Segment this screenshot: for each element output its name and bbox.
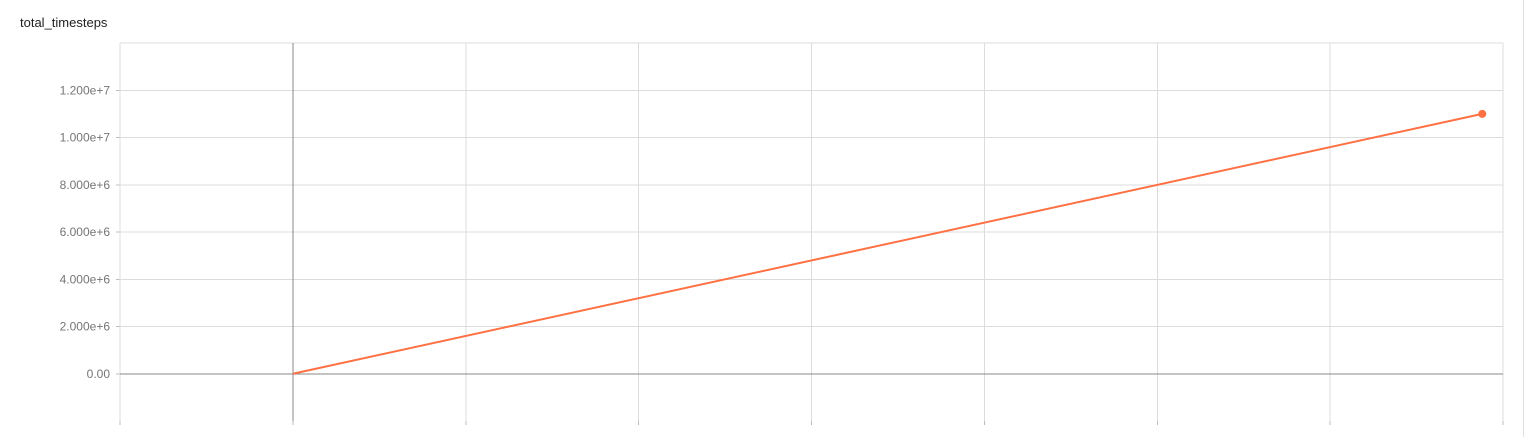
grid <box>116 42 1504 425</box>
y-tick-label: 2.000e+6 <box>60 320 111 334</box>
y-tick-label: 0.00 <box>87 367 111 381</box>
y-tick-label: 8.000e+6 <box>60 178 111 192</box>
series-group <box>292 109 1487 375</box>
y-tick-label: 1.000e+7 <box>60 131 111 145</box>
series-last-point <box>1478 109 1487 118</box>
scrollbar-track[interactable] <box>1523 0 1524 437</box>
axes <box>120 43 1503 421</box>
y-tick-label: 6.000e+6 <box>60 225 111 239</box>
y-tick-label: 4.000e+6 <box>60 272 111 286</box>
series-line <box>292 112 1483 375</box>
chart-title: total_timesteps <box>20 15 108 30</box>
y-tick-label: 1.200e+7 <box>60 83 111 97</box>
y-tick-labels: 0.00 2.000e+6 4.000e+6 6.000e+6 8.000e+6 1.00… <box>60 83 111 381</box>
